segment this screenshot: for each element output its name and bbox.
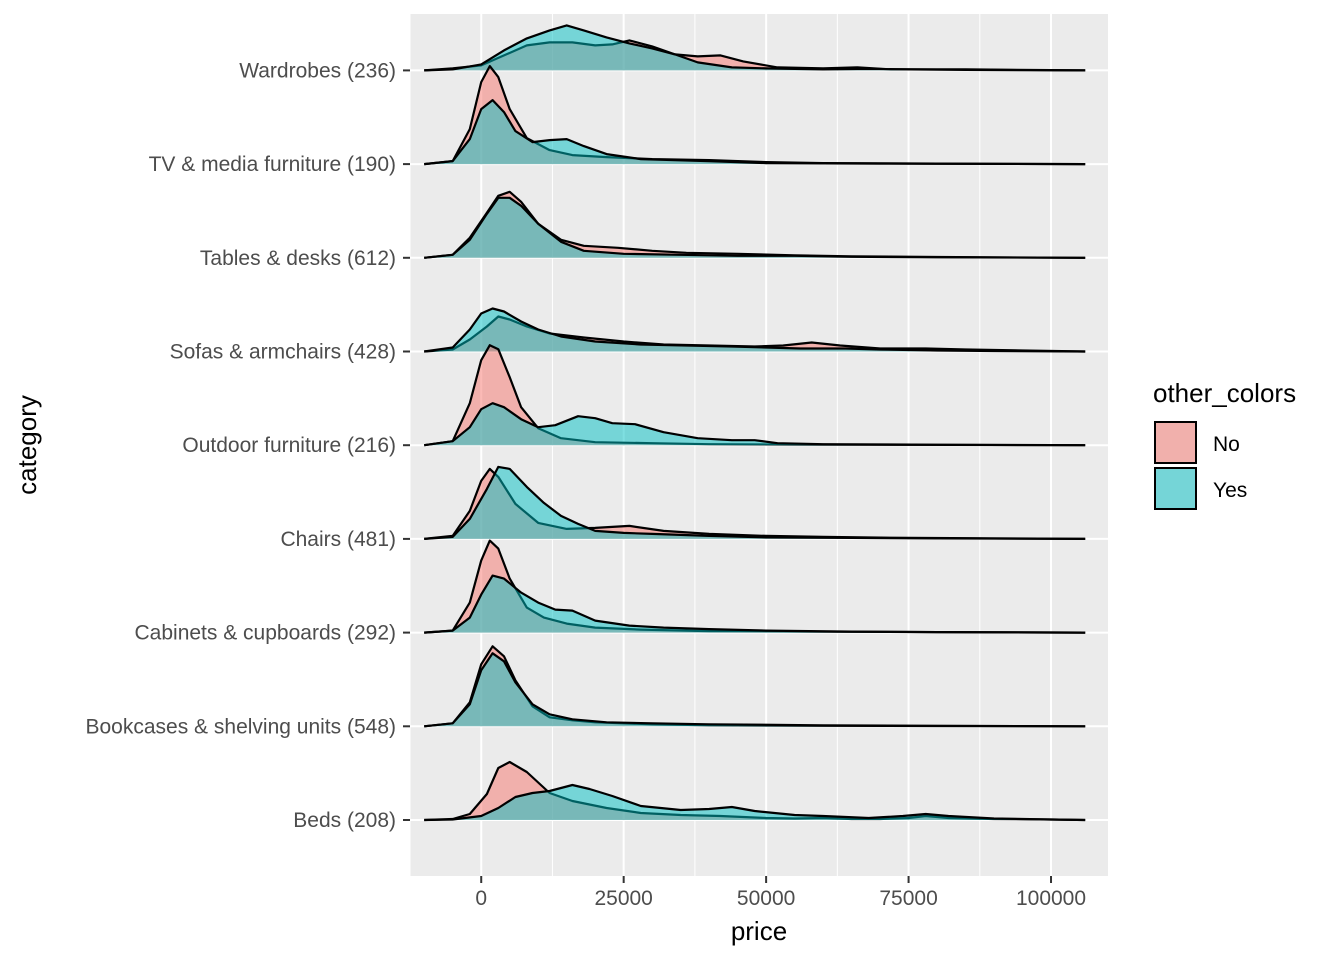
density-area-yes [424,653,1086,727]
density-line-yes [424,24,1086,72]
density-line-yes [424,783,1086,822]
density-area-yes [424,785,1086,820]
y-tick-label: Beds (208) [293,809,396,832]
legend-swatch-no [1154,421,1197,464]
ridge-row [424,760,1086,822]
legend-title: other_colors [1153,378,1296,408]
x-tick-label: 100000 [1016,887,1086,910]
y-tick-label: Outdoor furniture (216) [182,434,396,457]
density-line-yes [424,196,1086,259]
ridge-row [424,190,1086,259]
density-line-yes [424,99,1086,166]
legend: other_colors No Yes [1153,378,1296,510]
y-tick-label: Wardrobes (236) [239,59,396,82]
density-line-yes [424,465,1086,540]
density-area-yes [424,197,1086,258]
y-axis: Beds (208) Bookcases & shelving units (54… [86,59,410,832]
x-axis-title: price [731,916,787,946]
density-line-yes [424,574,1086,634]
y-tick-label: Chairs (481) [280,528,396,551]
density-line-yes [424,402,1086,447]
x-tick-label: 0 [475,887,487,910]
y-tick-label: Bookcases & shelving units (548) [86,715,397,738]
density-line-yes [424,652,1086,728]
y-tick-label: Tables & desks (612) [200,247,396,270]
x-tick-label: 50000 [737,887,795,910]
ridge-row [424,24,1086,72]
density-area-yes [424,466,1086,539]
legend-swatch-yes [1154,467,1197,510]
density-area-yes [424,25,1086,71]
y-tick-label: Sofas & armchairs (428) [170,341,396,364]
ridge-row [424,307,1086,353]
x-tick-label: 25000 [594,887,652,910]
density-ridges [424,24,1086,822]
ridge-row [424,465,1086,540]
x-axis: 0 25000 50000 75000 100000 [475,876,1086,910]
y-tick-label: Cabinets & cupboards (292) [135,622,397,645]
legend-label-yes: Yes [1213,479,1247,502]
ridge-row [424,645,1086,728]
legend-label-no: No [1213,433,1240,456]
ridge-row [424,344,1086,447]
density-area-yes [424,403,1086,446]
x-tick-label: 75000 [879,887,937,910]
ridge-row [424,539,1086,634]
y-axis-title: category [12,395,42,495]
ridge-row [424,65,1086,166]
density-line-yes [424,307,1086,353]
y-tick-label: TV & media furniture (190) [149,153,396,176]
